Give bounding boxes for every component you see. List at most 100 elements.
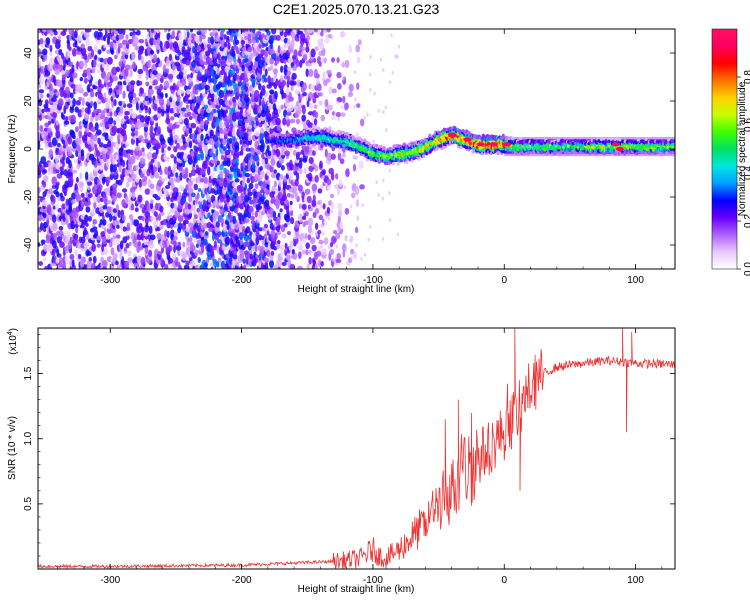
spectrogram-cell bbox=[137, 194, 143, 203]
spectrogram-cell bbox=[137, 241, 142, 247]
spectrogram-cell bbox=[199, 92, 203, 99]
spectrogram-cell bbox=[144, 188, 151, 195]
spectrogram-cell bbox=[118, 100, 123, 107]
spectrogram-cell bbox=[51, 97, 57, 103]
spectrogram-cell bbox=[98, 142, 104, 148]
spectrogram-cell bbox=[307, 122, 314, 129]
spectrogram-cell bbox=[502, 135, 506, 140]
spectrogram-cell bbox=[232, 181, 238, 188]
spectrogram-cell bbox=[134, 207, 139, 213]
spectrogram-cell bbox=[44, 122, 50, 128]
spectrogram-cell bbox=[157, 161, 161, 168]
spectrogram-cell bbox=[171, 191, 178, 200]
spectrogram-cell bbox=[115, 66, 121, 73]
spectrogram-cell bbox=[259, 245, 266, 253]
spectrogram-cell bbox=[280, 46, 285, 52]
spectrogram-cell bbox=[164, 92, 168, 98]
spectrogram-cell bbox=[324, 98, 329, 107]
spectrogram-cell bbox=[111, 227, 117, 234]
spectrogram-cell bbox=[176, 142, 180, 149]
spectrogram-cell bbox=[243, 250, 250, 256]
spectrogram-cell bbox=[106, 95, 111, 103]
spectrogram-cell bbox=[167, 73, 174, 80]
spectrogram-cell bbox=[319, 184, 325, 189]
spectrogram-cell bbox=[56, 142, 61, 148]
spectrogram-cell bbox=[314, 174, 319, 183]
spectrogram-cell bbox=[259, 132, 265, 140]
spectrogram-cell bbox=[147, 59, 152, 69]
spectrogram-cell bbox=[267, 67, 272, 72]
spectrogram-cell bbox=[223, 127, 228, 135]
spectrogram-cell bbox=[140, 87, 145, 95]
spectrogram-cell bbox=[212, 200, 219, 207]
spectrogram-cell bbox=[164, 176, 169, 181]
spectrogram-cell bbox=[209, 32, 215, 37]
spectrogram-cell bbox=[256, 191, 262, 198]
spectrogram-cell bbox=[274, 198, 281, 207]
spectrogram-cell bbox=[331, 115, 336, 121]
spectrogram-cell bbox=[348, 83, 354, 92]
spectrogram-cell bbox=[317, 29, 321, 33]
spectrogram-cell bbox=[159, 193, 164, 198]
spectrogram-cell bbox=[85, 191, 89, 197]
spectrogram-cell bbox=[301, 51, 306, 56]
spectrogram-cell bbox=[200, 151, 204, 161]
spectrogram-cell bbox=[213, 69, 217, 76]
spectrogram-cell bbox=[263, 223, 269, 229]
spectrogram-cell bbox=[321, 248, 327, 255]
spectrogram-cell bbox=[282, 233, 287, 239]
spectrogram-cell bbox=[159, 169, 163, 176]
spectrogram-cell bbox=[296, 172, 300, 181]
spectrogram-cell bbox=[284, 242, 288, 249]
spectrogram-cell bbox=[242, 258, 246, 264]
spectrogram-cell bbox=[187, 111, 192, 117]
spectrogram-cell bbox=[311, 183, 318, 192]
spectrogram-cell bbox=[90, 101, 94, 107]
spectrogram-cell bbox=[139, 157, 146, 165]
spectrogram-cell bbox=[263, 233, 267, 239]
spectrogram-cell bbox=[314, 263, 318, 269]
spectrogram-cell bbox=[379, 144, 383, 149]
spectrogram-cell bbox=[325, 78, 331, 83]
spectrogram-cell bbox=[190, 122, 197, 129]
spectrogram-cell bbox=[140, 256, 146, 266]
spectrogram-cell bbox=[97, 29, 103, 32]
spectrogram-cell bbox=[233, 35, 238, 41]
spectrogram-cell bbox=[184, 85, 187, 92]
spectrogram-cell bbox=[52, 205, 56, 210]
spectrogram-cell bbox=[329, 248, 335, 256]
spectrogram-cell bbox=[333, 111, 337, 116]
spectrogram-cell bbox=[240, 244, 246, 251]
spectrogram-cell bbox=[270, 77, 274, 84]
spectrogram-cell bbox=[149, 49, 155, 55]
spectrogram-cell bbox=[312, 57, 317, 63]
spectrogram-cell bbox=[305, 45, 310, 53]
spectrogram-cell bbox=[110, 145, 114, 154]
spectrogram-cell bbox=[252, 232, 257, 242]
spectrogram-cell bbox=[266, 205, 271, 210]
spectrogram-cell bbox=[106, 49, 111, 54]
spectrogram-cell bbox=[222, 137, 227, 146]
spectrogram-cell bbox=[294, 192, 299, 200]
spectrogram-cell bbox=[269, 34, 275, 41]
spectrogram-cell bbox=[305, 68, 309, 78]
spectrogram-cell bbox=[122, 123, 127, 130]
spectrogram-cell bbox=[232, 96, 236, 103]
spectrogram-cell bbox=[96, 194, 102, 204]
spectrogram-cell bbox=[337, 203, 343, 211]
spectrogram-cell bbox=[96, 178, 101, 186]
spectrogram-cell bbox=[71, 199, 76, 205]
spectrogram-cell bbox=[113, 99, 117, 107]
spectrogram-cell bbox=[134, 176, 140, 183]
spectrogram-cell bbox=[323, 219, 327, 226]
spectrogram-cell bbox=[279, 29, 283, 32]
spectrogram-cell bbox=[197, 187, 202, 192]
spectrogram-cell bbox=[243, 77, 249, 83]
spectrogram-cell bbox=[105, 211, 110, 218]
spectrogram-cell bbox=[320, 231, 325, 236]
spectrogram-cell bbox=[105, 176, 111, 184]
spectrogram-cell bbox=[134, 29, 138, 33]
spectrogram-cell bbox=[112, 187, 117, 196]
spectrogram-cell bbox=[259, 138, 265, 144]
spectrogram-cell bbox=[96, 164, 100, 171]
